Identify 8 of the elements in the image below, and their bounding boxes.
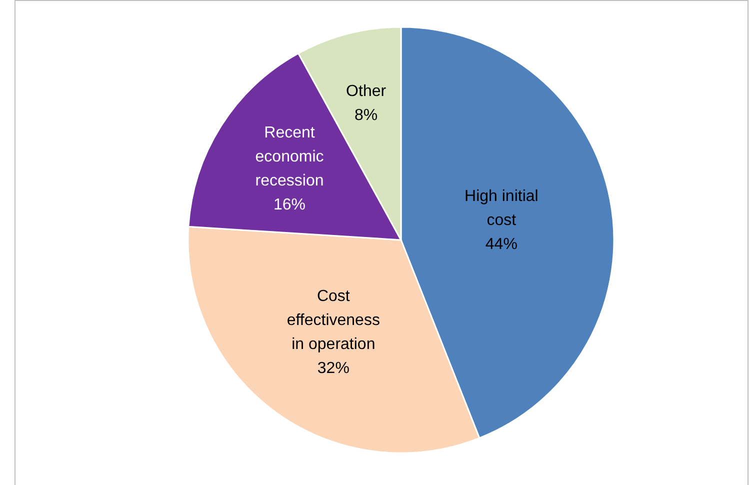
data-label: 44% (485, 236, 518, 254)
data-label: 32% (317, 360, 350, 378)
slice-label: Recent economic recession (255, 124, 324, 190)
data-label: 16% (273, 196, 306, 214)
slice-label: Cost effectiveness in operation (286, 288, 380, 354)
slice-label: High initial cost (464, 188, 538, 230)
slice-label: Other (346, 83, 387, 100)
data-label: 8% (354, 107, 378, 124)
